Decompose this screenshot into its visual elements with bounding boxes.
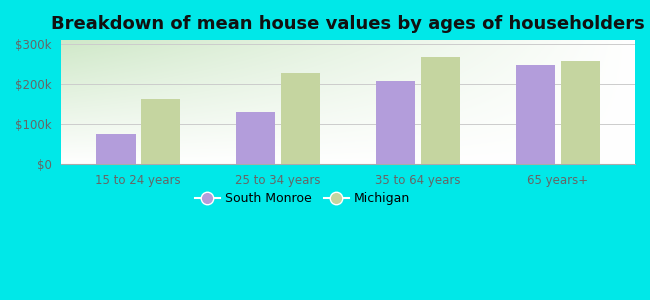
Title: Breakdown of mean house values by ages of householders: Breakdown of mean house values by ages o… — [51, 15, 645, 33]
Legend: South Monroe, Michigan: South Monroe, Michigan — [190, 187, 415, 210]
Bar — [376, 81, 415, 164]
Bar — [236, 112, 276, 164]
Bar — [281, 73, 320, 164]
Bar — [96, 134, 135, 164]
Bar — [516, 65, 555, 164]
Bar — [561, 61, 600, 164]
Bar — [421, 57, 460, 164]
Bar — [141, 99, 180, 164]
